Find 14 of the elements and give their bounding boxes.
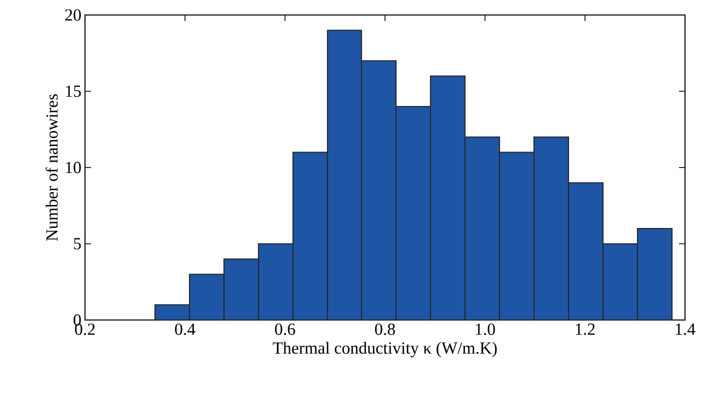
y-tick-label: 5 — [74, 238, 81, 250]
x-tick-label: 0.6 — [275, 324, 296, 336]
x-tick-label: 1.2 — [576, 324, 595, 335]
y-tick-label: 10 — [66, 162, 81, 174]
x-tick-label: 1.4 — [676, 324, 696, 335]
y-tick-label: 15 — [66, 86, 81, 97]
x-tick-label: 0.8 — [375, 324, 395, 336]
x-tick-label: 1.0 — [476, 324, 495, 336]
y-tick-label: 20 — [65, 9, 81, 21]
y-axis-title: Number of nanowires — [46, 94, 58, 241]
x-axis-title: Thermal conductivity κ (W/m.K) — [272, 342, 497, 358]
y-tick-label: 0 — [74, 314, 81, 326]
x-tick-label: 0.4 — [175, 324, 196, 336]
x-tick-label: 0.2 — [75, 324, 95, 336]
